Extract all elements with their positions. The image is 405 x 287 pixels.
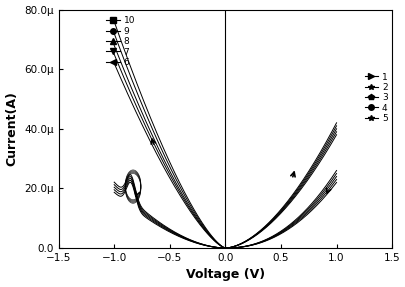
X-axis label: Voltage (V): Voltage (V) [185, 268, 264, 282]
Y-axis label: Current(A): Current(A) [6, 91, 19, 166]
Legend: 1, 2, 3, 4, 5: 1, 2, 3, 4, 5 [364, 73, 387, 123]
